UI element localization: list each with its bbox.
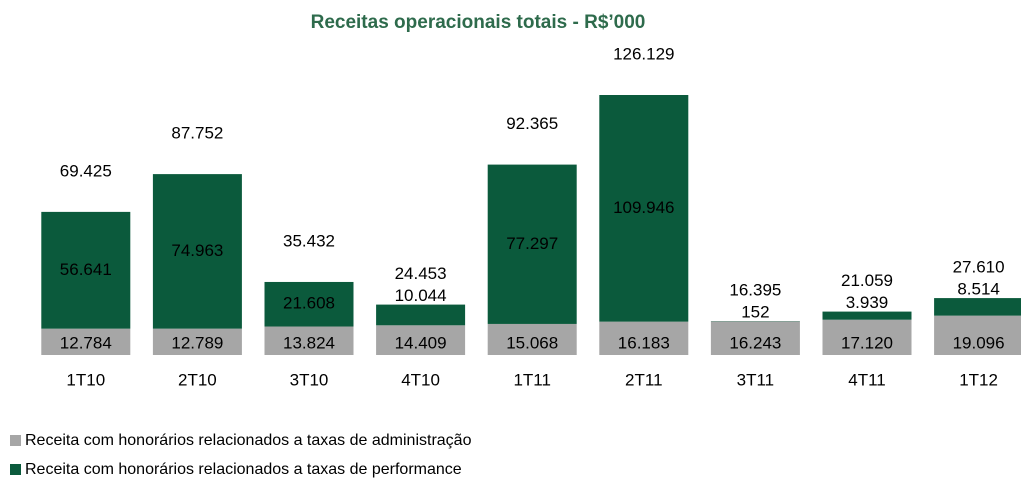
x-tick-label: 2T11 [625,370,663,389]
legend-swatch [10,464,21,475]
data-label: 17.120 [841,333,893,352]
total-label: 24.453 [395,264,447,283]
total-label: 16.395 [729,281,781,300]
data-label: 12.789 [171,333,223,352]
data-label: 74.963 [171,241,223,260]
total-label: 87.752 [171,124,223,143]
total-label: 27.610 [953,258,1005,277]
bar-segment [376,304,466,326]
data-label: 77.297 [506,234,558,253]
bar-segment [822,319,912,355]
total-label: 21.059 [841,271,893,290]
bar-segment [710,321,800,355]
x-tick-label: 2T10 [178,370,217,389]
data-label: 12.784 [60,333,112,352]
data-label: 10.044 [395,286,447,305]
x-tick-label: 1T10 [66,370,105,389]
bar-segment [934,298,1021,316]
data-label: 56.641 [60,260,112,279]
bar-segment [487,164,577,324]
data-label: 13.824 [283,333,335,352]
chart-title: Receitas operacionais totais - R$’000 [311,12,646,33]
bar-segment [152,174,242,329]
total-label: 69.425 [60,161,112,180]
legend-label: Receita com honorários relacionados a ta… [25,461,462,478]
data-label: 16.243 [729,333,781,352]
data-label: 8.514 [957,280,1000,299]
data-label: 15.068 [506,333,558,352]
x-tick-label: 1T11 [513,370,551,389]
x-tick-label: 1T12 [959,370,998,389]
data-label: 14.409 [395,333,447,352]
legend-swatch [10,435,21,446]
x-tick-label: 3T11 [737,370,775,389]
bar-segment [264,281,354,327]
bar-segment [152,328,242,355]
data-label: 152 [741,303,769,322]
bar-segment [822,311,912,320]
bar-segment [599,95,689,322]
data-label: 3.939 [846,293,889,312]
x-tick-label: 3T10 [290,370,329,389]
total-label: 126.129 [613,44,674,63]
bar-segment [487,323,577,355]
bar-segment [264,326,354,355]
data-label: 19.096 [953,333,1005,352]
bar-segment [41,211,131,329]
bar-segment [599,321,689,355]
bar-segment [41,328,131,355]
total-label: 35.432 [283,231,335,250]
x-tick-label: 4T11 [848,370,886,389]
data-label: 109.946 [613,198,674,217]
total-label: 92.365 [506,114,558,133]
legend-label: Receita com honorários relacionados a ta… [25,432,472,449]
bar-segment [934,315,1021,355]
x-tick-label: 4T10 [401,370,440,389]
data-label: 16.183 [618,333,670,352]
data-label: 21.608 [283,294,335,313]
bar-segment [376,325,466,355]
